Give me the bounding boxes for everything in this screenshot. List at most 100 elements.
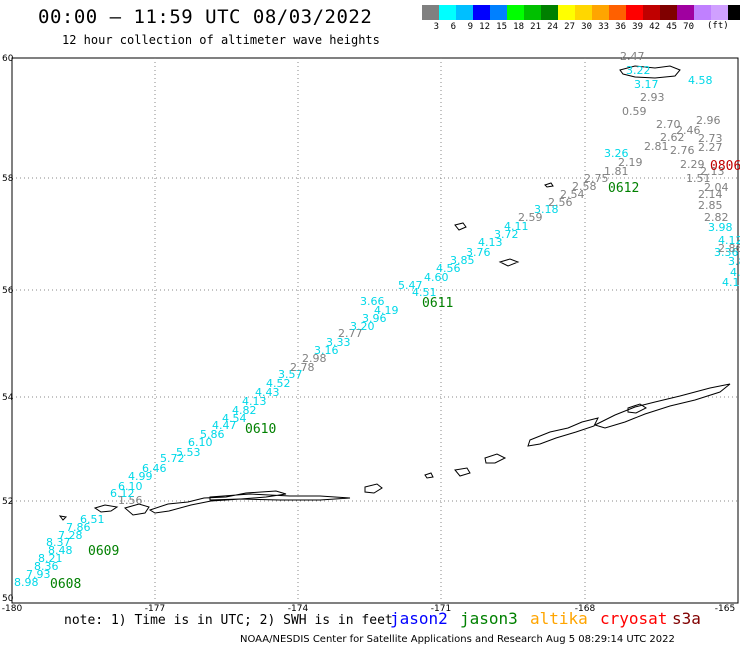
- wave-height-label: 2.75: [584, 172, 609, 185]
- wave-height-label: 2.98: [302, 352, 327, 365]
- wave-height-label: 2.86: [718, 242, 740, 255]
- wave-height-label: 4.12: [718, 234, 740, 247]
- y-tick-label: 60: [2, 54, 14, 64]
- wave-height-label: 4.54: [222, 412, 247, 425]
- wave-height-label: 3.17: [634, 78, 659, 91]
- colorbar-label: 6: [450, 22, 456, 32]
- wave-height-label: 3.26: [604, 147, 629, 160]
- colorbar-label: 42: [649, 22, 660, 32]
- footer-note: note: 1) Time is in UTC; 2) SWH is in fe…: [64, 613, 393, 628]
- time-label: 0609: [88, 544, 119, 559]
- wave-height-label: 4.51: [412, 286, 437, 299]
- satellite-legend-item: jason3: [460, 609, 518, 628]
- coastlines: [58, 65, 731, 521]
- colorbar-label: 21: [530, 22, 541, 32]
- wave-height-label: 2.93: [640, 91, 665, 104]
- colorbar-label: 9: [467, 22, 473, 32]
- wave-height-label: 8.98: [14, 576, 39, 589]
- satellite-legend-item: s3a: [672, 609, 701, 628]
- wave-height-label: 2.58: [572, 180, 597, 193]
- wave-height-label: 3.81: [728, 255, 740, 268]
- wave-height-label: 2.13: [700, 165, 725, 178]
- time-label: 0611: [422, 296, 453, 311]
- colorbar-swatch: [524, 5, 541, 20]
- wave-height-label: 4.19: [374, 304, 399, 317]
- wave-height-label: 1.51: [686, 172, 711, 185]
- wave-height-label: 2.85: [698, 199, 723, 212]
- wave-height-label: 2.70: [656, 118, 681, 131]
- colorbar-label: 30: [581, 22, 592, 32]
- wave-height-label: 2.56: [548, 196, 573, 209]
- wave-height-label: 4.60: [424, 271, 449, 284]
- time-label: 0806: [710, 159, 740, 174]
- colorbar-swatch: [592, 5, 609, 20]
- wave-height-label: 2.19: [618, 156, 643, 169]
- wave-height-label: 2.62: [660, 131, 685, 144]
- x-tick-label: -168: [575, 604, 596, 614]
- wave-height-label: 8.48: [48, 544, 73, 557]
- wave-height-label: 3.16: [314, 344, 339, 357]
- wave-height-label: 8.37: [46, 536, 71, 549]
- wave-height-label: 4.56: [436, 262, 461, 275]
- wave-height-label: 5.72: [160, 452, 185, 465]
- colorbar-swatch: [422, 5, 439, 20]
- wave-height-label: 4.11: [504, 220, 529, 233]
- wave-height-label: 2.78: [290, 361, 315, 374]
- wave-height-label: 7.28: [58, 529, 83, 542]
- wave-height-label: 4.99: [128, 470, 153, 483]
- aleutian-islands: [58, 383, 731, 521]
- wave-height-label: 6.46: [142, 462, 167, 475]
- wave-height-label: 7.93: [26, 568, 51, 581]
- wave-height-label: 2.29: [680, 158, 705, 171]
- time-label: 0608: [50, 577, 81, 592]
- wave-height-label: 3.72: [494, 228, 519, 241]
- colorbar-swatch: [660, 5, 677, 20]
- satellite-legend-item: cryosat: [600, 609, 668, 628]
- x-tick-label: -171: [431, 604, 451, 614]
- nunivak-island: [619, 65, 681, 79]
- wave-height-label: 2.46: [676, 124, 701, 137]
- satellite-legend-item: jason2: [390, 609, 448, 628]
- wave-height-label: 4.58: [688, 74, 713, 87]
- wave-height-label: 5.47: [398, 279, 423, 292]
- colorbar-swatch: [728, 5, 740, 20]
- colorbar-label: 45: [666, 22, 677, 32]
- wave-height-label: 1.56: [118, 494, 143, 507]
- colorbar-label: 3: [433, 22, 439, 32]
- wave-height-label: 2.47: [620, 50, 645, 63]
- wave-height-label: 3.22: [626, 64, 651, 77]
- y-tick-label: 54: [2, 393, 14, 403]
- wave-height-label: 2.73: [698, 132, 723, 145]
- y-tick-label: 56: [2, 286, 14, 296]
- x-tick-label: -174: [288, 604, 309, 614]
- wave-height-label: 3.20: [350, 320, 375, 333]
- wave-height-label: 4.43: [255, 386, 280, 399]
- wave-height-label: 3.76: [466, 246, 491, 259]
- colorbar-swatch: [507, 5, 524, 20]
- time-label: 0612: [608, 181, 639, 196]
- x-tick-label: -165: [715, 604, 735, 614]
- wave-height-label: 3.98: [708, 221, 733, 234]
- colorbar-label: 12: [479, 22, 490, 32]
- colorbar-label: 39: [632, 22, 643, 32]
- footer-credit: NOAA/NESDIS Center for Satellite Applica…: [240, 634, 675, 645]
- wave-height-label: 1.81: [604, 165, 629, 178]
- wave-height-label: 6.10: [118, 480, 143, 493]
- wave-height-label: 4.82: [232, 404, 257, 417]
- map-subtitle: 12 hour collection of altimeter wave hei…: [62, 33, 380, 47]
- wave-height-label: 8.21: [38, 552, 63, 565]
- map-title: 00:00 – 11:59 UTC 08/03/2022: [38, 6, 373, 28]
- wave-height-label: 8.36: [34, 560, 59, 573]
- wave-height-label: 5.86: [200, 428, 225, 441]
- wave-height-label: 4.52: [266, 377, 291, 390]
- wave-height-label: 3.33: [326, 336, 351, 349]
- colorbar-swatch: [609, 5, 626, 20]
- colorbar-swatch: [677, 5, 694, 20]
- wave-height-label: 2.27: [698, 141, 723, 154]
- satellite-legend-item: altika: [530, 609, 588, 628]
- wave-height-label: 6.10: [188, 436, 213, 449]
- wave-height-labels: 8.987.938.368.218.488.377.287.866.51 1.56…: [14, 50, 740, 589]
- wave-height-label: 2.76: [670, 144, 695, 157]
- wave-height-label: 2.81: [644, 140, 669, 153]
